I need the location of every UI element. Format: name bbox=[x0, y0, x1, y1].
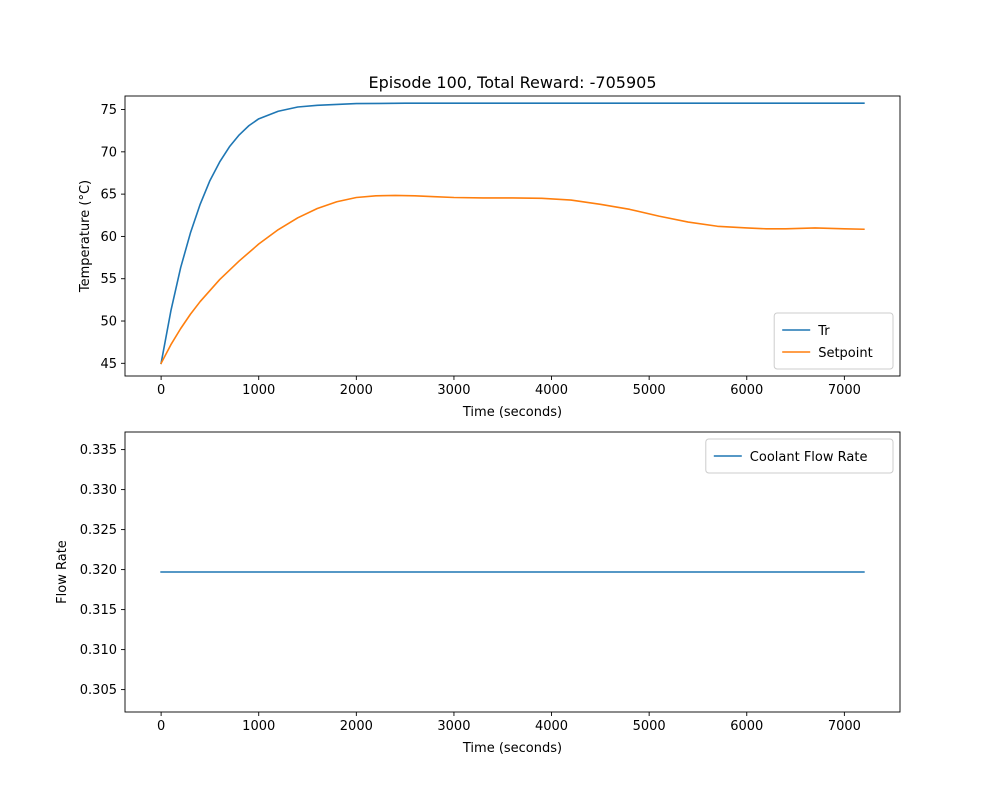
plot-frame bbox=[124, 431, 901, 713]
x-tick-label: 2000 bbox=[340, 383, 373, 398]
y-tick-label: 0.305 bbox=[80, 683, 117, 698]
chart-title: Episode 100, Total Reward: -705905 bbox=[369, 73, 657, 92]
x-tick-label: 3000 bbox=[437, 719, 470, 734]
legend-box bbox=[705, 438, 894, 474]
y-tick-label: 0.325 bbox=[80, 523, 117, 538]
x-tick-label: 0 bbox=[157, 383, 165, 398]
x-tick-label: 4000 bbox=[535, 719, 568, 734]
y-tick-label: 75 bbox=[100, 103, 117, 118]
legend-label: Tr bbox=[817, 324, 830, 339]
y-tick-label: 0.310 bbox=[80, 643, 117, 658]
x-tick-label: 2000 bbox=[340, 719, 373, 734]
x-tick-label: 7000 bbox=[828, 719, 861, 734]
y-tick-label: 60 bbox=[100, 230, 117, 245]
x-axis-label: Time (seconds) bbox=[462, 741, 562, 756]
y-axis-label: Temperature (°C) bbox=[78, 180, 93, 293]
series-line-tr bbox=[160, 102, 865, 365]
x-tick-label: 1000 bbox=[242, 719, 275, 734]
series-line-setpoint bbox=[160, 194, 865, 365]
x-tick-label: 6000 bbox=[730, 719, 763, 734]
legend-box bbox=[773, 312, 894, 370]
x-tick-label: 0 bbox=[157, 719, 165, 734]
y-tick-label: 0.335 bbox=[80, 443, 117, 458]
x-tick-label: 1000 bbox=[242, 383, 275, 398]
legend: Coolant Flow Rate bbox=[705, 438, 894, 474]
x-tick-label: 3000 bbox=[437, 383, 470, 398]
y-tick-label: 45 bbox=[100, 357, 117, 372]
y-tick-label: 55 bbox=[100, 272, 117, 287]
y-axis-label: Flow Rate bbox=[55, 540, 70, 604]
x-tick-label: 5000 bbox=[633, 383, 666, 398]
y-tick-label: 0.320 bbox=[80, 563, 117, 578]
y-tick-label: 50 bbox=[100, 315, 117, 330]
x-tick-label: 7000 bbox=[828, 383, 861, 398]
x-tick-label: 5000 bbox=[633, 719, 666, 734]
legend: Tr Setpoint bbox=[773, 312, 894, 370]
y-tick-label: 0.315 bbox=[80, 603, 117, 618]
legend-label: Coolant Flow Rate bbox=[750, 450, 868, 465]
chart-panel-1: Episode 100, Total Reward: -705905 0 1000 2… bbox=[78, 73, 901, 420]
x-tick-label: 6000 bbox=[730, 383, 763, 398]
y-tick-label: 65 bbox=[100, 188, 117, 203]
legend-label: Setpoint bbox=[818, 346, 873, 361]
x-axis-label: Time (seconds) bbox=[462, 405, 562, 420]
x-tick-label: 4000 bbox=[535, 383, 568, 398]
y-tick-label: 0.330 bbox=[80, 483, 117, 498]
y-tick-label: 70 bbox=[100, 145, 117, 160]
chart-panel-2: 0 1000 2000 3000 4000 5000 6000 7000 0.305 0.310 0… bbox=[55, 431, 901, 756]
charts-container: Episode 100, Total Reward: -705905 0 1000 2… bbox=[55, 73, 901, 756]
